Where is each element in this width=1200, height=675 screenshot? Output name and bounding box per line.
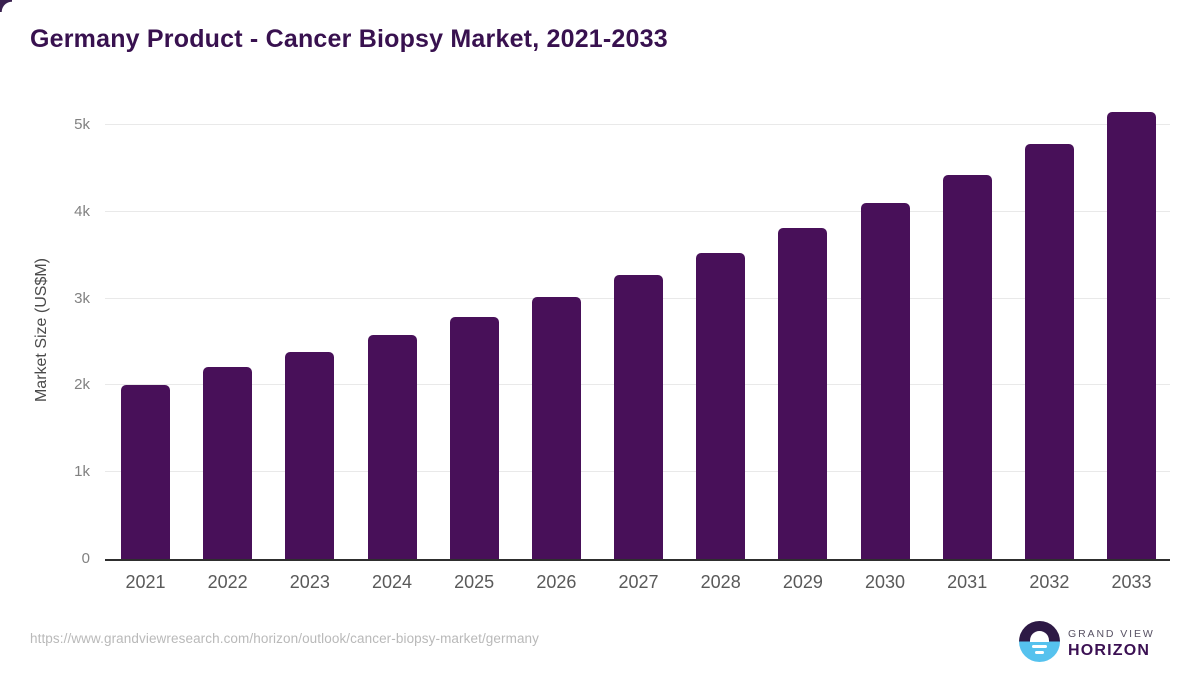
- bar-2025[interactable]: [449, 316, 499, 559]
- logo-text-grand-view: GRAND VIEW: [1068, 628, 1155, 640]
- bar-2029[interactable]: [778, 228, 828, 559]
- x-tick-2022: 2022: [207, 572, 248, 592]
- bar-2023[interactable]: [285, 351, 335, 559]
- x-tick-2031: 2031: [947, 572, 988, 592]
- x-tick-2029: 2029: [782, 572, 823, 592]
- x-tick-2021: 2021: [125, 572, 166, 592]
- sun-reflection-line-icon: [1035, 651, 1044, 654]
- x-tick-2033: 2033: [1111, 572, 1152, 592]
- bar-2027[interactable]: [614, 275, 664, 559]
- horizon-logo-icon: [1019, 621, 1060, 662]
- gridline-4k: [105, 210, 1170, 212]
- sun-icon: [1030, 631, 1049, 642]
- bar-2031[interactable]: [942, 175, 992, 559]
- bar-2022[interactable]: [203, 367, 253, 559]
- logo-text-horizon: HORIZON: [1068, 642, 1151, 659]
- chart-title: Germany Product - Cancer Biopsy Market, …: [30, 25, 668, 53]
- y-tick-0: 0: [81, 550, 90, 567]
- gridline-5k: [105, 124, 1170, 125]
- y-tick-4k: 4k: [74, 202, 90, 220]
- x-tick-2026: 2026: [536, 572, 577, 592]
- x-tick-2024: 2024: [371, 572, 413, 592]
- bar-2028[interactable]: [696, 252, 746, 559]
- x-tick-2025: 2025: [454, 572, 495, 592]
- y-tick-2k: 2k: [74, 376, 90, 394]
- y-tick-1k: 1k: [74, 463, 90, 481]
- x-tick-2030: 2030: [864, 572, 906, 592]
- x-tick-2027: 2027: [618, 572, 659, 592]
- logo-text: GRAND VIEW HORIZON: [1068, 628, 1155, 660]
- bar-2033[interactable]: [1107, 111, 1157, 559]
- bar-2032[interactable]: [1024, 144, 1074, 559]
- y-tick-5k: 5k: [74, 116, 90, 133]
- x-tick-2028: 2028: [700, 572, 741, 592]
- plot-area: 0 1k 2k 3k 4k 5k 2021 2022 2023 2024 2025 2026 2027 2…: [74, 99, 1170, 592]
- sun-reflection-line-icon: [1032, 645, 1047, 648]
- x-tick-2032: 2032: [1029, 572, 1070, 592]
- bar-2021[interactable]: [121, 385, 170, 559]
- grand-view-horizon-logo: GRAND VIEW HORIZON: [1019, 621, 1169, 663]
- x-tick-2023: 2023: [289, 572, 330, 592]
- bar-2030[interactable]: [860, 203, 910, 559]
- bar-2024[interactable]: [367, 335, 417, 559]
- corner-artifact: [0, 0, 12, 12]
- source-url: https://www.grandviewresearch.com/horizo…: [30, 631, 540, 646]
- y-tick-3k: 3k: [74, 289, 90, 307]
- bar-2026[interactable]: [531, 296, 581, 559]
